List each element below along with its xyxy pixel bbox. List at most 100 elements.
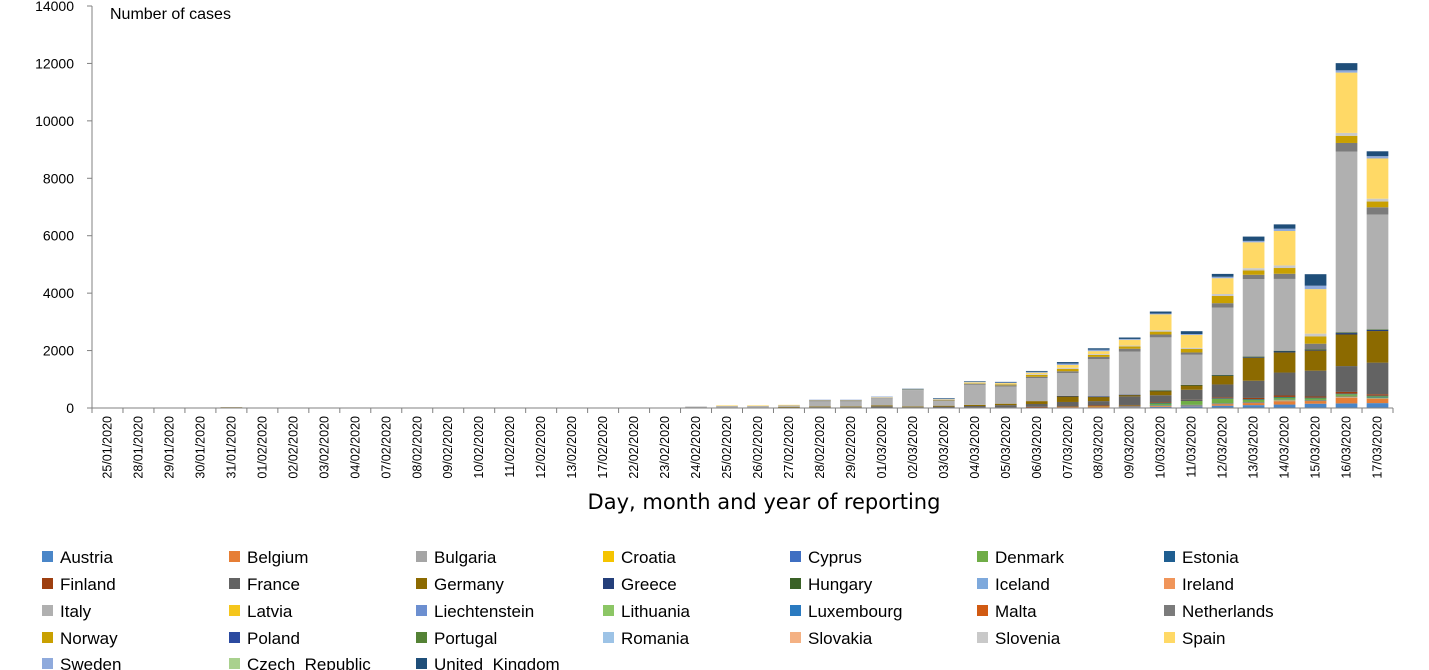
bar-segment bbox=[1273, 352, 1296, 373]
bar-segment bbox=[1025, 401, 1048, 404]
bar-segment bbox=[1304, 343, 1327, 350]
legend-entry: Romania bbox=[621, 629, 690, 648]
x-tick-label: 31/01/2020 bbox=[224, 416, 238, 479]
bar-segment bbox=[1180, 399, 1203, 401]
legend-swatch bbox=[42, 605, 53, 616]
legend-entry: Hungary bbox=[808, 575, 873, 594]
y-tick-label: 14000 bbox=[35, 0, 74, 14]
bar-segment bbox=[1180, 331, 1203, 335]
bar-segment bbox=[963, 383, 986, 385]
bar-segment bbox=[1366, 398, 1389, 404]
bar-segment bbox=[1180, 334, 1203, 335]
bar-segment bbox=[1335, 403, 1358, 408]
legend-swatch bbox=[1164, 578, 1175, 589]
y-tick-label: 8000 bbox=[43, 170, 74, 186]
bar-segment bbox=[1211, 397, 1234, 399]
legend-entry: Malta bbox=[995, 602, 1037, 621]
bar-segment bbox=[1118, 337, 1141, 339]
bar-segment bbox=[1087, 349, 1110, 352]
legend-swatch bbox=[977, 605, 988, 616]
x-tick-label: 07/02/2020 bbox=[379, 416, 393, 479]
bar-segment bbox=[1025, 374, 1048, 377]
legend-swatch bbox=[603, 578, 614, 589]
bar-segment bbox=[809, 400, 831, 402]
bar-segment bbox=[1211, 273, 1234, 277]
bar-segment bbox=[1211, 398, 1234, 399]
bar-segment bbox=[1211, 278, 1234, 294]
bar-segment bbox=[1366, 331, 1389, 363]
bar-segment bbox=[1118, 396, 1141, 405]
legend-swatch bbox=[603, 632, 614, 643]
bar-segment bbox=[1242, 397, 1265, 400]
x-tick-label: 08/02/2020 bbox=[410, 416, 424, 479]
bar-segment bbox=[1335, 63, 1358, 71]
x-tick-label: 10/03/2020 bbox=[1154, 416, 1168, 479]
bar-segment bbox=[994, 381, 1017, 383]
y-axis-title: Number of cases bbox=[110, 6, 231, 23]
legend-entry: Latvia bbox=[247, 602, 293, 621]
bar-segment bbox=[1273, 228, 1296, 231]
bar-segment bbox=[902, 389, 924, 391]
bar-segment bbox=[1366, 395, 1389, 397]
bar-segment bbox=[1149, 390, 1172, 396]
bar-segment bbox=[1242, 405, 1265, 408]
bar-segment bbox=[963, 404, 986, 406]
bar-segment bbox=[1180, 400, 1203, 405]
bar-segment bbox=[1335, 72, 1358, 133]
bar-segment bbox=[1056, 372, 1079, 396]
legend-entry: Croatia bbox=[621, 548, 676, 567]
bar-segment bbox=[840, 400, 862, 407]
bar-segment bbox=[1180, 354, 1203, 385]
bar-segment bbox=[933, 406, 955, 408]
bar-segment bbox=[1242, 357, 1265, 381]
bar-segment bbox=[1242, 380, 1265, 398]
bar-segment bbox=[1025, 372, 1048, 375]
bar-segment bbox=[1304, 370, 1327, 397]
bar-segment bbox=[1242, 399, 1265, 402]
legend-entry: Denmark bbox=[995, 548, 1064, 567]
bar-segment bbox=[1087, 354, 1110, 355]
bar-segment bbox=[1118, 345, 1141, 347]
x-tick-label: 23/02/2020 bbox=[658, 416, 672, 479]
bar-segment bbox=[1180, 348, 1203, 353]
legend-swatch bbox=[603, 605, 614, 616]
legend-swatch bbox=[416, 578, 427, 589]
bar-segment bbox=[1366, 156, 1389, 159]
x-tick-label: 28/02/2020 bbox=[813, 416, 827, 479]
bar-segment bbox=[1304, 333, 1327, 337]
bar-segment bbox=[994, 385, 1017, 387]
bar-segment bbox=[1149, 330, 1172, 332]
bar-segment bbox=[1025, 376, 1048, 379]
x-tick-label: 01/03/2020 bbox=[875, 416, 889, 479]
legend-swatch bbox=[603, 551, 614, 562]
y-tick-label: 10000 bbox=[35, 113, 74, 129]
legend-swatch bbox=[977, 578, 988, 589]
legend-entry: Netherlands bbox=[1182, 602, 1274, 621]
bar-segment bbox=[1366, 198, 1389, 202]
bar-segment bbox=[1180, 352, 1203, 355]
bar-segment bbox=[1273, 399, 1296, 401]
y-tick-label: 0 bbox=[66, 400, 74, 416]
bar-segment bbox=[994, 384, 1017, 386]
legend-entry: Norway bbox=[60, 629, 118, 648]
legend-entry: United_Kingdom bbox=[434, 655, 560, 670]
legend-entry: Slovenia bbox=[995, 629, 1061, 648]
bar-segment bbox=[1087, 396, 1110, 398]
bar-segment bbox=[809, 399, 831, 401]
x-tick-label: 06/03/2020 bbox=[1030, 416, 1044, 479]
bar-segment bbox=[1366, 394, 1389, 396]
bar-segment bbox=[1242, 274, 1265, 280]
legend-swatch bbox=[416, 551, 427, 562]
x-tick-label: 29/02/2020 bbox=[844, 416, 858, 479]
bar-segment bbox=[1273, 268, 1296, 274]
bar-segment bbox=[994, 383, 1017, 385]
bar-segment bbox=[1180, 404, 1203, 406]
bar-segment bbox=[1149, 405, 1172, 407]
legend-swatch bbox=[42, 551, 53, 562]
bar-segment bbox=[1335, 397, 1358, 404]
bar-segment bbox=[1366, 151, 1389, 157]
bar-segment bbox=[1025, 370, 1048, 372]
bar-segment bbox=[1087, 351, 1110, 355]
legend-entry: Spain bbox=[1182, 629, 1225, 648]
bar-segment bbox=[716, 405, 738, 408]
